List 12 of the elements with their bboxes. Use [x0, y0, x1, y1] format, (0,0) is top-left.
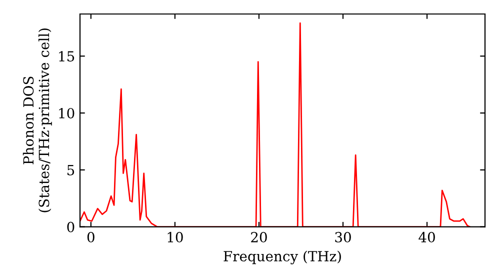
x-tick-label: 10: [168, 232, 183, 242]
y-tick-label: 10: [59, 108, 74, 118]
x-axis-title: Frequency (THz): [224, 250, 341, 264]
x-tick-label: 0: [87, 232, 94, 242]
line-series: [80, 22, 471, 227]
y-axis-title: Phonon DOS (States/THz·primitive cell): [22, 28, 52, 212]
y-tick-label: 5: [67, 165, 74, 176]
x-tick-label: 20: [251, 232, 267, 242]
x-tick-label: 40: [418, 232, 435, 242]
x-tick-label: 30: [335, 232, 351, 242]
y-tick-label: 0: [67, 222, 74, 232]
y-tick-label: 15: [59, 51, 74, 62]
